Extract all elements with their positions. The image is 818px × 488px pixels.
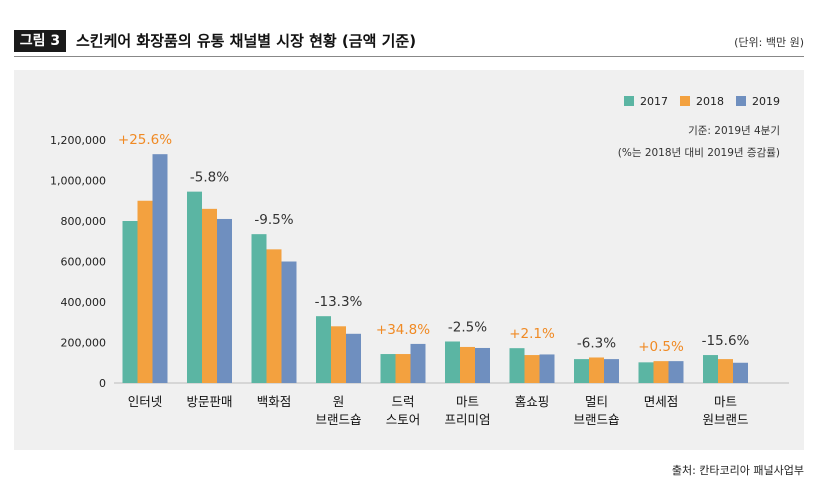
x-category-label: 마트	[456, 394, 479, 409]
change-label: -15.6%	[702, 333, 750, 349]
bar-2017-0	[122, 221, 138, 383]
x-category-label: 마트	[714, 394, 737, 409]
x-category-label: 방문판매	[186, 394, 232, 409]
note-basis: 기준: 2019년 4분기	[688, 125, 780, 137]
x-category-label: 프리미엄	[444, 412, 490, 427]
bar-2019-4	[410, 343, 426, 383]
bar-2019-1	[217, 218, 232, 383]
change-labels: +25.6% -5.8% -9.5% -13.3% +34.8% -2.5% +2.1% -6…	[118, 132, 750, 355]
bar-2017-3	[316, 316, 331, 383]
legend-swatch-2018	[680, 96, 690, 106]
y-tick-label: 1,200,000	[50, 134, 106, 147]
x-category-label: 멀티	[585, 394, 608, 409]
legend-label-2018: 2018	[696, 95, 724, 108]
bar-2019-9	[733, 362, 748, 383]
x-category-label: 홈쇼핑	[515, 394, 550, 409]
y-tick-label: 600,000	[61, 256, 107, 269]
bar-2019-6	[539, 354, 555, 383]
change-label: -13.3%	[315, 294, 363, 310]
chart-title: 스킨케어 화장품의 유통 채널별 시장 현황 (금액 기준)	[76, 32, 417, 50]
source-note: 출처: 칸타코리아 패널사업부	[671, 464, 804, 477]
y-tick-label: 800,000	[61, 215, 107, 228]
unit-label: (단위: 백만 원)	[734, 36, 804, 49]
y-tick-label: 200,000	[61, 337, 107, 350]
bar-2017-5	[445, 341, 460, 383]
bar-2017-6	[509, 348, 525, 383]
bar-2019-3	[346, 333, 361, 383]
x-category-label: 원	[333, 394, 345, 409]
bar-2018-3	[331, 326, 346, 383]
change-label: +0.5%	[638, 339, 684, 355]
chart-panel: 0 200,000 400,000 600,000 800,000 1,000,000 1,…	[14, 70, 804, 450]
x-category-label: 브랜드숍	[573, 412, 619, 427]
change-label: -6.3%	[577, 335, 616, 351]
x-category-label: 스토어	[386, 412, 421, 427]
note-comparison: (%는 2018년 대비 2019년 증감률)	[618, 147, 780, 159]
bar-2019-0	[152, 154, 168, 383]
legend-label-2017: 2017	[640, 95, 668, 108]
bar-2017-9	[703, 355, 718, 383]
header-divider	[14, 56, 804, 57]
bars-layer	[122, 154, 748, 383]
bar-2018-1	[202, 208, 217, 383]
x-category-label: 원브랜드	[702, 412, 748, 427]
legend: 2017 2018 2019	[624, 95, 780, 108]
bar-2019-2	[281, 261, 297, 383]
bar-2017-2	[251, 234, 267, 383]
bar-2019-8	[668, 361, 684, 383]
figure-header: 그림 3 스킨케어 화장품의 유통 채널별 시장 현황 (금액 기준) (단위:…	[0, 26, 818, 56]
legend-swatch-2017	[624, 96, 634, 106]
legend-swatch-2019	[736, 96, 746, 106]
change-label: +2.1%	[509, 326, 555, 342]
bar-2018-2	[266, 249, 282, 383]
bar-2017-8	[638, 362, 654, 383]
x-category-label: 인터넷	[128, 394, 163, 409]
notes: 기준: 2019년 4분기 (%는 2018년 대비 2019년 증감률)	[618, 125, 780, 159]
x-category-label: 드럭	[391, 394, 414, 409]
bar-2019-7	[604, 359, 619, 383]
bar-2019-5	[475, 347, 490, 383]
bar-2018-7	[589, 357, 604, 383]
y-tick-label: 1,000,000	[50, 175, 106, 188]
y-tick-label: 0	[99, 377, 106, 390]
change-label: +34.8%	[376, 322, 430, 338]
x-category-label: 브랜드숍	[315, 412, 361, 427]
bar-2018-4	[395, 354, 411, 383]
x-category-label: 백화점	[257, 394, 292, 409]
bar-2018-9	[718, 359, 733, 383]
legend-label-2019: 2019	[752, 95, 780, 108]
bar-chart: 0 200,000 400,000 600,000 800,000 1,000,000 1,…	[50, 95, 789, 427]
y-tick-label: 400,000	[61, 296, 107, 309]
figure-label: 그림 3	[14, 30, 66, 52]
change-label: -9.5%	[254, 212, 293, 228]
bar-2017-1	[187, 191, 202, 383]
bar-2018-0	[137, 200, 153, 383]
change-label: -2.5%	[448, 319, 487, 335]
bar-2018-8	[653, 361, 669, 383]
x-category-label: 면세점	[644, 394, 679, 409]
bar-2018-5	[460, 346, 475, 383]
change-label: +25.6%	[118, 132, 172, 148]
bar-2017-7	[574, 359, 589, 383]
change-label: -5.8%	[190, 170, 229, 186]
bar-2017-4	[380, 354, 396, 383]
bar-2018-6	[524, 355, 540, 383]
